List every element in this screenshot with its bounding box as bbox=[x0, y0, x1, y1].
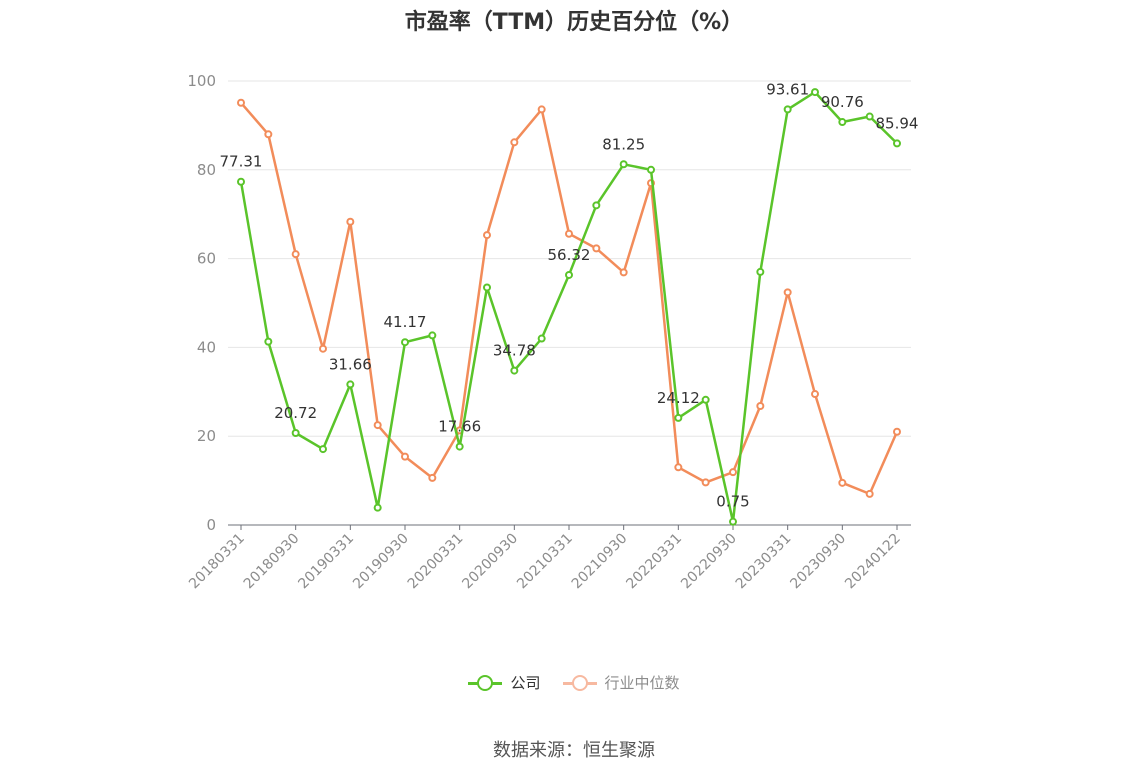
x-tick-label: 20230930 bbox=[787, 531, 849, 593]
data-point-industry bbox=[838, 478, 847, 487]
data-point-company bbox=[647, 165, 655, 174]
series-line-industry bbox=[240, 101, 899, 496]
data-label-company: 56.32 bbox=[548, 246, 591, 264]
x-tick-label: 20180331 bbox=[186, 531, 248, 593]
x-tick-label: 20180930 bbox=[241, 531, 303, 593]
x-tick-label: 20190331 bbox=[295, 531, 357, 593]
x-tick-label: 20220331 bbox=[623, 531, 685, 593]
series-line-company bbox=[239, 90, 898, 523]
data-point-industry bbox=[783, 288, 792, 297]
data-point-company bbox=[811, 88, 819, 97]
y-tick-label: 60 bbox=[197, 250, 216, 268]
data-label-company: 85.94 bbox=[876, 114, 919, 132]
data-point-company bbox=[373, 503, 382, 512]
x-tick-label: 20210331 bbox=[514, 531, 576, 593]
data-point-company bbox=[428, 331, 437, 340]
data-point-industry bbox=[237, 98, 245, 107]
data-point-industry bbox=[264, 130, 273, 139]
x-tick-label: 20230331 bbox=[733, 531, 795, 593]
data-point-industry bbox=[483, 231, 491, 240]
data-label-company: 0.75 bbox=[716, 493, 749, 511]
y-tick-label: 100 bbox=[187, 72, 216, 90]
data-point-company bbox=[319, 445, 327, 454]
x-tick-label: 20190930 bbox=[350, 531, 412, 593]
data-labels: 77.31 20.72 31.66 41.17 17.66 34.78 56.32 81.25… bbox=[220, 80, 919, 510]
legend-item-company[interactable]: 公司 bbox=[468, 672, 541, 693]
data-point-industry bbox=[401, 452, 409, 461]
axes: 0 20 40 60 80 100 2018033120180930201903312019… bbox=[186, 72, 911, 592]
data-label-company: 31.66 bbox=[329, 355, 372, 373]
data-point-industry bbox=[428, 473, 437, 482]
data-point-industry bbox=[291, 250, 300, 259]
data-point-industry bbox=[893, 427, 901, 436]
data-point-company bbox=[619, 160, 628, 169]
data-point-industry bbox=[537, 105, 546, 114]
data-point-industry bbox=[701, 478, 710, 487]
data-point-industry bbox=[865, 489, 874, 498]
data-point-company bbox=[346, 380, 355, 389]
data-point-industry bbox=[319, 344, 327, 353]
legend-swatch-industry-icon bbox=[562, 674, 597, 691]
data-point-industry bbox=[619, 268, 628, 277]
x-tick-label: 20200930 bbox=[459, 531, 521, 593]
legend-label-company: 公司 bbox=[510, 674, 541, 692]
data-point-company bbox=[674, 413, 683, 422]
data-point-company bbox=[865, 112, 874, 121]
source-note: 数据来源：恒生聚源 bbox=[493, 740, 655, 761]
data-label-company: 24.12 bbox=[657, 389, 700, 407]
data-label-company: 20.72 bbox=[274, 404, 317, 422]
data-point-industry bbox=[373, 421, 382, 430]
data-point-industry bbox=[811, 390, 819, 399]
data-point-company bbox=[401, 338, 409, 347]
x-tick-label: 20240122 bbox=[842, 531, 904, 593]
data-point-company bbox=[510, 366, 519, 375]
y-tick-label: 80 bbox=[197, 161, 216, 179]
data-point-company bbox=[537, 334, 546, 343]
data-point-industry bbox=[674, 463, 683, 472]
data-point-company bbox=[237, 177, 245, 186]
data-label-company: 41.17 bbox=[384, 313, 427, 331]
y-tick-label: 20 bbox=[197, 427, 216, 445]
data-point-industry bbox=[565, 229, 573, 238]
series-lines bbox=[237, 88, 901, 526]
data-point-company bbox=[455, 442, 464, 451]
data-point-industry bbox=[510, 138, 519, 147]
data-point-company bbox=[838, 118, 847, 127]
x-tick-label: 20210930 bbox=[569, 531, 631, 593]
data-point-company bbox=[291, 429, 300, 438]
data-point-company bbox=[483, 283, 491, 292]
data-label-company: 77.31 bbox=[220, 153, 263, 171]
x-tick-label: 20220930 bbox=[678, 531, 740, 593]
legend-swatch-company-icon bbox=[468, 674, 503, 691]
legend-label-industry: 行业中位数 bbox=[604, 674, 680, 692]
data-point-company bbox=[592, 201, 601, 210]
data-label-company: 93.61 bbox=[766, 80, 809, 98]
data-point-company bbox=[893, 139, 901, 148]
data-label-company: 17.66 bbox=[438, 418, 481, 436]
data-point-industry bbox=[346, 217, 355, 226]
data-label-company: 90.76 bbox=[821, 93, 864, 111]
data-point-company bbox=[701, 395, 710, 404]
data-point-company bbox=[565, 270, 573, 279]
data-point-company bbox=[729, 517, 737, 526]
chart-title: 市盈率（TTM）历史百分位（%） bbox=[404, 10, 744, 35]
data-point-company bbox=[264, 337, 273, 346]
data-label-company: 34.78 bbox=[493, 342, 536, 360]
data-point-industry bbox=[592, 244, 601, 253]
x-tick-label: 20200331 bbox=[405, 531, 467, 593]
y-tick-label: 0 bbox=[206, 516, 216, 534]
legend-item-industry[interactable]: 行业中位数 bbox=[562, 672, 680, 693]
data-point-industry bbox=[756, 402, 765, 411]
legend: 公司 行业中位数 bbox=[0, 672, 1148, 693]
data-point-company bbox=[756, 267, 765, 276]
y-tick-label: 40 bbox=[197, 338, 216, 356]
data-point-industry bbox=[729, 468, 737, 477]
data-label-company: 81.25 bbox=[602, 135, 645, 153]
data-point-company bbox=[783, 105, 792, 114]
